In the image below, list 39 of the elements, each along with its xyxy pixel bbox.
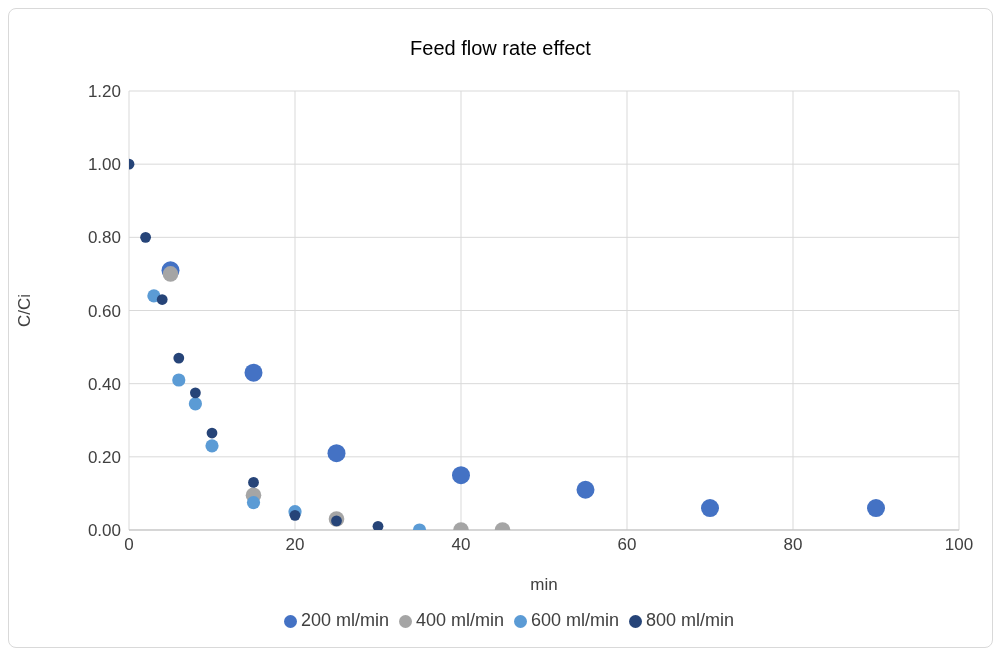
point: [576, 480, 595, 499]
point: [156, 294, 168, 305]
point: [246, 495, 261, 510]
y-axis-title: C/Ci: [15, 293, 35, 328]
y-tick-label: 1.00: [87, 155, 121, 175]
y-tick-label: 0.80: [87, 228, 121, 248]
legend-label: 800 ml/min: [646, 610, 735, 630]
point: [173, 352, 185, 364]
point: [172, 373, 186, 387]
point: [244, 363, 263, 382]
point: [248, 477, 259, 488]
legend-label: 200 ml/min: [300, 610, 389, 630]
y-tick-label: 0.20: [87, 447, 121, 467]
point: [162, 266, 179, 282]
y-tick-label: 0.60: [87, 301, 121, 321]
x-tick-label: 40: [451, 535, 471, 555]
point: [188, 397, 202, 411]
point: [140, 231, 151, 243]
point: [452, 466, 470, 485]
chart-title: Feed flow rate effect: [409, 36, 592, 61]
x-axis-title: min: [530, 575, 558, 594]
x-tick-label: 80: [783, 535, 803, 555]
point: [701, 499, 719, 518]
point: [206, 427, 218, 439]
point: [289, 509, 301, 521]
point: [867, 499, 885, 518]
x-tick-label: 20: [285, 535, 305, 555]
x-tick-label: 0: [124, 535, 134, 555]
point: [205, 439, 219, 453]
legend-label: 400 ml/min: [415, 610, 504, 630]
x-tick-label: 60: [617, 535, 637, 555]
y-tick-label: 1.20: [87, 82, 121, 102]
point: [190, 387, 201, 399]
x-tick-label: 100: [944, 535, 974, 555]
point: [327, 444, 346, 463]
point: [372, 520, 384, 530]
y-tick-label: 0.00: [87, 521, 121, 541]
legend-label: 600 ml/min: [531, 610, 620, 630]
y-tick-label: 0.40: [87, 374, 121, 394]
